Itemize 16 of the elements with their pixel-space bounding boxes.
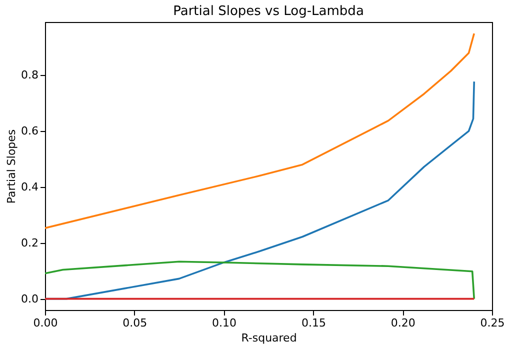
x-tick-label: 0.10 (212, 316, 237, 330)
x-tick-label: 0.25 (480, 316, 505, 330)
x-tick-label: 0.20 (390, 316, 416, 330)
x-axis-title: R-squared (241, 332, 297, 344)
line-series (45, 32, 476, 229)
y-tick-label: 0.8 (21, 68, 38, 82)
chart-title: Partial Slopes vs Log-Lambda (173, 4, 364, 19)
y-tick-label: 0.4 (21, 180, 38, 194)
x-tick-label: 0.05 (122, 316, 148, 330)
y-tick-label: 0.0 (21, 292, 38, 306)
x-tick-label: 0.00 (33, 316, 58, 330)
y-axis-title: Partial Slopes (5, 129, 18, 204)
line-series (45, 260, 476, 300)
y-tick-label: 0.2 (21, 236, 38, 250)
y-tick-label: 0.6 (21, 124, 38, 138)
x-tick-label: 0.15 (301, 316, 326, 330)
